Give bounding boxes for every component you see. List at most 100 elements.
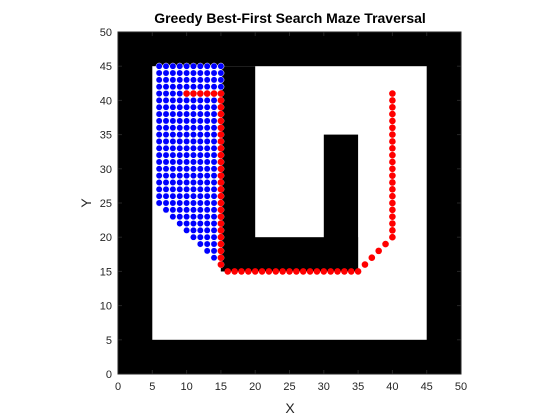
explored-point-186 [203, 124, 211, 132]
path-point-69 [389, 138, 396, 145]
explored-point-106 [183, 117, 191, 125]
explored-point-80 [176, 124, 184, 132]
x-axis-ticks: 0 5 10 15 20 25 30 35 40 45 50 [115, 32, 467, 393]
x-tick-label-5: 25 [283, 381, 295, 393]
explored-point-141 [196, 240, 204, 248]
y-tick-label-5: 25 [100, 198, 112, 210]
explored-point-112 [183, 76, 191, 84]
explored-point-77 [176, 144, 184, 152]
explored-point-11 [155, 124, 163, 132]
search-path [183, 90, 396, 275]
explored-point-79 [176, 131, 184, 139]
path-point-66 [389, 158, 396, 166]
explored-point-69 [176, 199, 184, 207]
explored-point-29 [162, 151, 170, 159]
explored-point-120 [190, 199, 197, 207]
explored-point-60 [169, 96, 177, 104]
explored-point-13 [155, 110, 163, 118]
explored-point-154 [196, 151, 204, 159]
path-point-16 [217, 165, 225, 173]
explored-point-6 [155, 158, 163, 166]
explored-point-117 [190, 220, 197, 227]
explored-point-88 [176, 69, 184, 77]
y-tick-label-7: 35 [100, 130, 112, 142]
explored-point-147 [196, 199, 204, 207]
explored-point-42 [162, 62, 170, 70]
path-point-74 [389, 103, 396, 111]
explored-point-175 [203, 199, 211, 207]
explored-point-202 [210, 213, 218, 221]
explored-point-18 [155, 76, 163, 84]
explored-point-17 [155, 83, 163, 91]
explored-point-3 [155, 179, 163, 186]
path-point-29 [217, 254, 225, 262]
explored-point-183 [203, 144, 211, 152]
explored-point-33 [162, 124, 170, 132]
explored-point-145 [196, 213, 204, 221]
explored-point-45 [169, 199, 177, 207]
maze-walls [118, 32, 461, 374]
path-point-31 [224, 268, 232, 275]
explored-point-116 [190, 226, 197, 234]
y-tick-label-6: 30 [100, 164, 112, 176]
path-point-10 [217, 124, 225, 132]
explored-point-196 [210, 254, 218, 262]
explored-point-107 [183, 110, 191, 118]
path-point-32 [231, 268, 238, 275]
explored-point-99 [183, 165, 191, 173]
explored-point-114 [183, 62, 191, 70]
explored-point-146 [196, 206, 204, 214]
explored-point-144 [196, 220, 204, 227]
path-point-75 [389, 97, 396, 104]
explored-point-210 [210, 158, 218, 166]
explored-point-174 [203, 206, 211, 214]
explored-point-129 [190, 137, 197, 145]
x-tick-label-0: 0 [115, 381, 121, 393]
explored-point-138 [190, 76, 197, 84]
wall-segment-6 [323, 134, 359, 272]
y-tick-label-9: 45 [100, 61, 112, 73]
x-tick-label-6: 30 [318, 381, 330, 393]
explored-point-164 [196, 83, 204, 91]
explored-point-179 [203, 172, 211, 180]
explored-point-139 [190, 69, 197, 77]
explored-point-53 [169, 144, 177, 152]
explored-point-173 [203, 213, 211, 221]
path-point-25 [217, 227, 225, 234]
explored-point-160 [196, 110, 204, 118]
path-point-14 [217, 151, 225, 159]
explored-point-207 [210, 179, 218, 186]
explored-point-185 [203, 131, 211, 139]
explored-point-113 [183, 69, 191, 77]
y-tick-label-0: 0 [106, 369, 112, 381]
explored-point-50 [169, 165, 177, 173]
explored-point-39 [162, 83, 170, 91]
explored-point-178 [203, 179, 211, 186]
path-point-64 [389, 172, 396, 179]
explored-point-19 [155, 69, 163, 77]
explored-point-31 [162, 137, 170, 145]
path-point-47 [334, 268, 341, 275]
explored-point-168 [203, 247, 211, 255]
explored-point-100 [183, 158, 191, 166]
explored-point-198 [210, 240, 218, 248]
explored-point-108 [183, 103, 191, 111]
explored-point-219 [210, 96, 218, 104]
explored-point-122 [190, 185, 197, 193]
path-point-56 [389, 227, 396, 234]
explored-point-221 [210, 83, 218, 91]
x-tick-label-9: 45 [421, 381, 433, 393]
path-point-7 [217, 103, 225, 111]
path-point-1 [190, 90, 197, 97]
path-point-57 [389, 220, 396, 227]
explored-point-8 [155, 144, 163, 152]
explored-point-195 [203, 62, 211, 70]
path-point-9 [217, 117, 225, 125]
path-point-19 [217, 186, 225, 193]
explored-point-157 [196, 131, 204, 139]
path-point-23 [217, 213, 225, 220]
explored-point-105 [183, 124, 191, 132]
explored-point-59 [169, 103, 177, 111]
explored-point-124 [190, 172, 197, 180]
